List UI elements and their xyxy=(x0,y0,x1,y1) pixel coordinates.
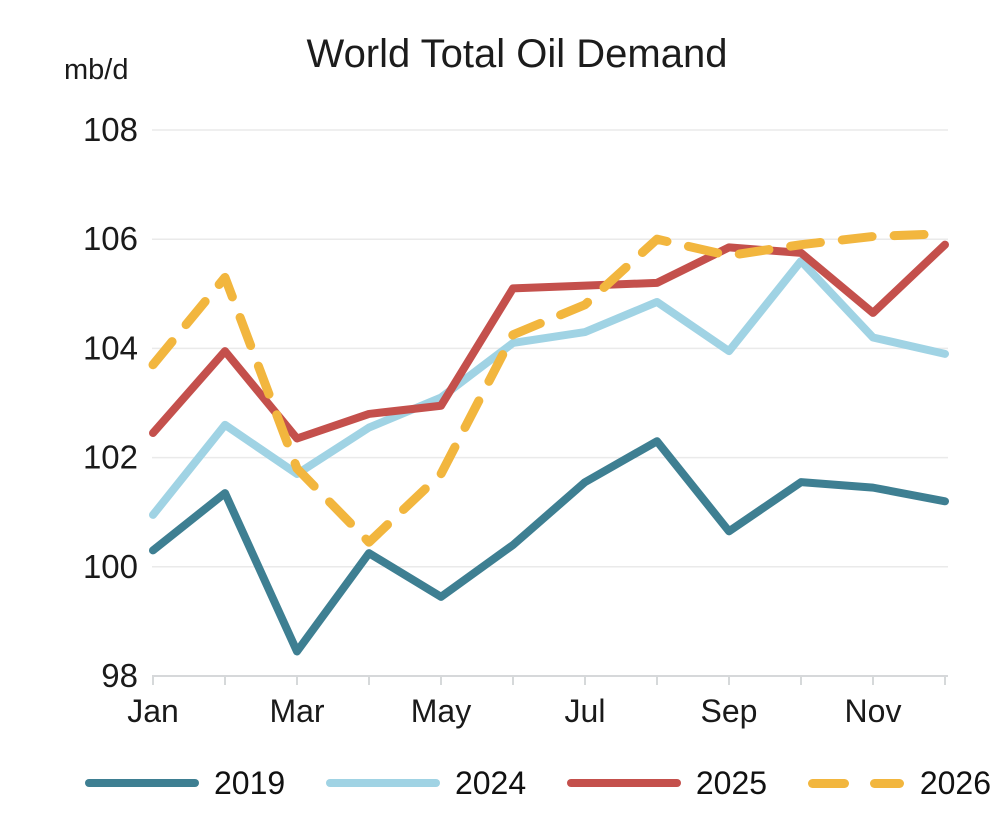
x-tick-label: Nov xyxy=(845,693,902,729)
legend-swatch-2025 xyxy=(566,779,681,787)
legend-label-2026: 2026 xyxy=(919,765,991,801)
legend-item-2024: 2024 xyxy=(325,765,527,801)
x-tick-label: May xyxy=(411,693,471,729)
y-tick-label: 100 xyxy=(83,548,138,585)
series-line-2019 xyxy=(149,437,949,656)
line-chart-plot: 98 100 102 104 106 108 Jan Mar May Jul Sep Nov xyxy=(83,111,950,729)
x-tick-label: Mar xyxy=(269,693,324,729)
series-line-2024 xyxy=(149,257,949,519)
legend-swatch-2019 xyxy=(85,779,199,787)
chart-legend: 2019 2024 2025 2026 xyxy=(85,760,991,806)
legend-label-2019: 2019 xyxy=(214,765,286,801)
x-tick-label: Jul xyxy=(565,693,606,729)
legend-item-2025: 2025 xyxy=(566,765,768,801)
legend-label-2024: 2024 xyxy=(454,765,527,801)
y-tick-label: 108 xyxy=(83,111,138,148)
x-tick-label: Jan xyxy=(127,693,179,729)
legend-label-2025: 2025 xyxy=(695,765,768,801)
legend-swatch-2026 xyxy=(807,778,905,788)
legend-item-2019: 2019 xyxy=(85,767,285,799)
y-tick-label: 104 xyxy=(83,329,138,366)
legend-item-2026: 2026 xyxy=(807,765,991,801)
legend-swatch-2024 xyxy=(325,779,440,787)
y-tick-label: 102 xyxy=(83,439,138,476)
y-tick-label: 106 xyxy=(83,220,138,257)
y-tick-label: 98 xyxy=(101,657,138,694)
series-line-2025 xyxy=(149,240,949,443)
y-axis-unit-label: mb/d xyxy=(64,54,129,86)
series-line-2026 xyxy=(148,229,950,547)
chart-title: World Total Oil Demand xyxy=(306,32,728,76)
x-tick-label: Sep xyxy=(701,693,758,729)
